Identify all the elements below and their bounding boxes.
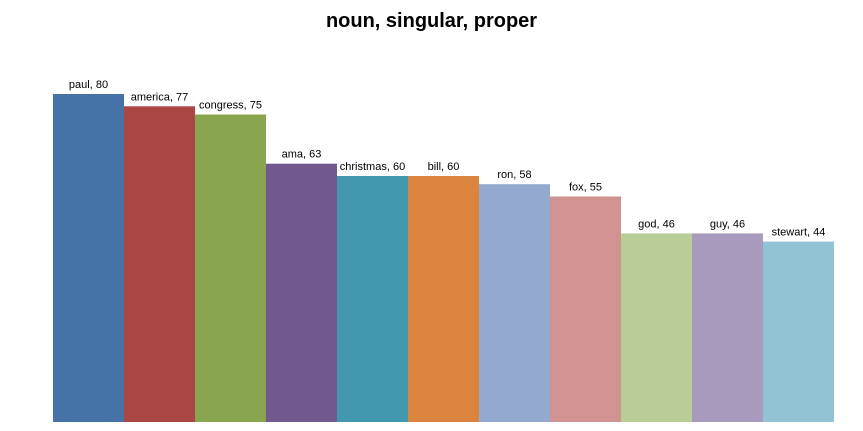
data-label-christmas: christmas, 60 (340, 161, 405, 173)
data-label-god: god, 46 (638, 218, 675, 230)
data-label-stewart: stewart, 44 (772, 227, 826, 239)
data-label-america: america, 77 (131, 91, 188, 103)
bar-fox (550, 196, 621, 422)
chart-title: noun, singular, proper (325, 10, 538, 32)
data-label-fox: fox, 55 (569, 182, 602, 194)
bar-congress (195, 114, 266, 422)
bar-christmas (337, 176, 408, 422)
bar-paul (53, 94, 124, 422)
bar-ama (266, 163, 337, 422)
bar-stewart (763, 241, 834, 422)
data-label-ama: ama, 63 (282, 149, 322, 161)
bar-america (124, 106, 195, 423)
data-label-paul: paul, 80 (69, 79, 108, 91)
bar-ron (479, 184, 550, 422)
data-label-congress: congress, 75 (199, 100, 262, 112)
bar-god (621, 233, 692, 422)
bar-guy (692, 233, 763, 422)
bar-bill (408, 176, 479, 422)
data-label-guy: guy, 46 (710, 218, 745, 230)
data-label-bill: bill, 60 (428, 161, 460, 173)
data-label-ron: ron, 58 (497, 169, 531, 181)
